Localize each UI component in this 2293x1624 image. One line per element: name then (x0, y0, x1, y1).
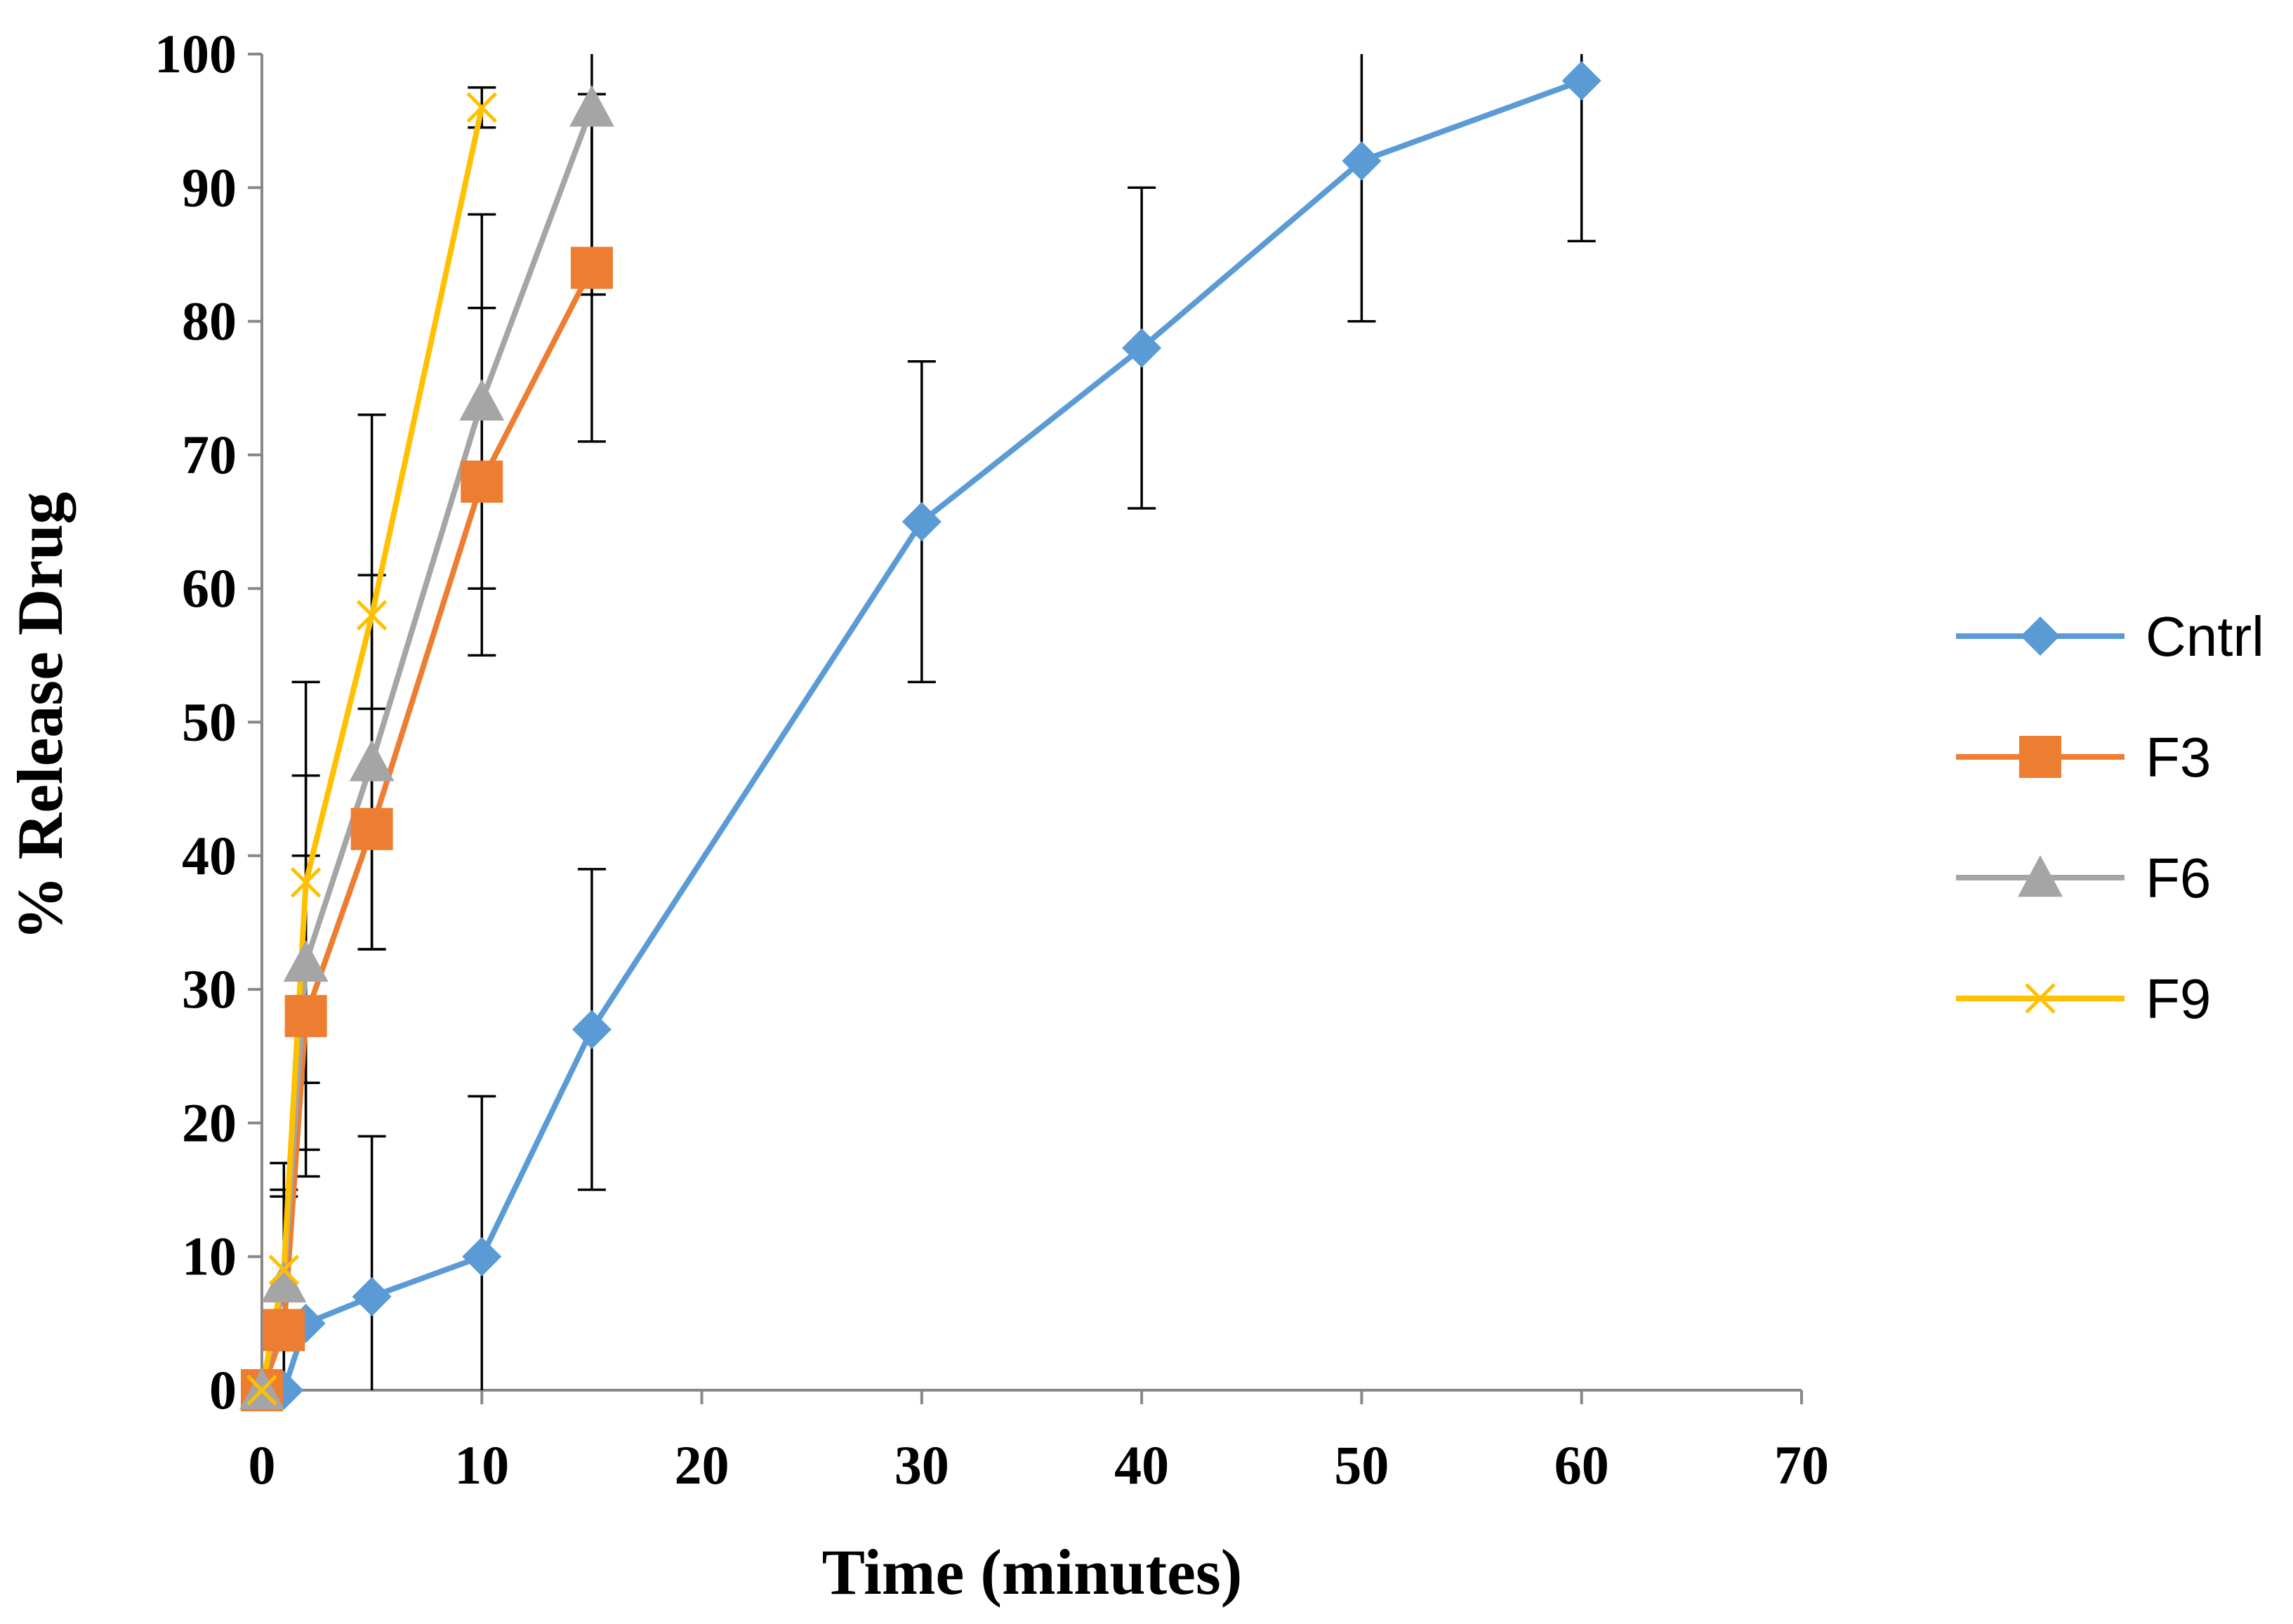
series-lines (259, 78, 1583, 1393)
data-point-cntrl (571, 1010, 612, 1050)
legend-item-f3: F3 (1956, 726, 2211, 788)
data-point-f3 (284, 995, 327, 1038)
data-point-f3 (263, 1309, 305, 1352)
x-axis-title: Time (minutes) (822, 1536, 1243, 1608)
data-point-f9 (268, 1254, 300, 1286)
series-line-cntrl (262, 78, 1583, 1393)
x-tick-label: 20 (675, 1434, 729, 1496)
error-bars (270, 54, 1596, 1390)
x-tick-label: 30 (894, 1434, 949, 1496)
legend-label: F6 (2146, 847, 2211, 909)
x-marker-stroke (356, 600, 388, 631)
data-point-f3 (350, 807, 393, 850)
x-tick-label: 70 (1774, 1434, 1829, 1496)
data-point-f9 (246, 1375, 277, 1406)
y-axis-title: % Release Drug (4, 492, 76, 941)
x-tick-label: 40 (1114, 1434, 1169, 1496)
legend-item-cntrl: Cntrl (1956, 605, 2264, 668)
y-tick-label: 30 (182, 958, 237, 1019)
data-point-cntrl (1342, 141, 1382, 181)
y-tick-label: 80 (182, 291, 237, 352)
y-tick-label: 90 (182, 157, 237, 218)
x-tick-label: 50 (1334, 1434, 1389, 1496)
data-point-f6 (569, 85, 614, 127)
data-point-f6 (261, 1260, 307, 1302)
y-tick-label: 100 (154, 23, 237, 84)
data-point-f9 (356, 600, 388, 631)
x-tick-label: 10 (454, 1434, 509, 1496)
x-marker-stroke (466, 92, 498, 123)
data-point-f6 (349, 739, 395, 781)
data-point-cntrl (352, 1276, 392, 1316)
data-point-f9 (466, 92, 498, 123)
axes: 0 10 20 30 40 50 60 70 80 90 100 0 10 20 30 40 50 60 70 (154, 23, 1829, 1496)
data-point-f6 (459, 378, 505, 421)
x-marker-stroke (2025, 983, 2056, 1014)
data-point-f9 (290, 867, 322, 898)
legend-item-f6: F6 (1956, 847, 2211, 909)
y-tick-label: 0 (209, 1359, 237, 1420)
series-line-f6 (259, 106, 595, 1391)
series-markers (239, 61, 1601, 1411)
legend-marker (2019, 736, 2061, 778)
x-marker-stroke (246, 1375, 277, 1406)
legend-label: F9 (2146, 968, 2211, 1030)
data-point-cntrl (462, 1236, 502, 1276)
y-tick-label: 40 (182, 825, 237, 886)
y-tick-label: 70 (182, 424, 237, 485)
data-point-f6 (283, 940, 329, 982)
data-point-f3 (461, 460, 503, 503)
series-line-f3 (259, 266, 595, 1392)
legend-marker (2025, 983, 2056, 1014)
legend-marker (2018, 855, 2063, 897)
x-tick-label: 0 (249, 1434, 276, 1496)
legend-label: F3 (2146, 726, 2211, 788)
x-marker-stroke (268, 1254, 300, 1286)
data-point-cntrl (1561, 61, 1601, 101)
y-tick-label: 50 (182, 692, 237, 753)
legend-item-f9: F9 (1956, 968, 2211, 1030)
legend-marker (2021, 616, 2060, 656)
data-point-cntrl (901, 502, 941, 542)
data-point-cntrl (1122, 328, 1162, 368)
y-tick-label: 60 (182, 557, 237, 619)
y-tick-label: 20 (182, 1092, 237, 1153)
legend: Cntrl F3 F6 F9 (1956, 605, 2264, 1030)
x-tick-label: 60 (1554, 1434, 1609, 1496)
x-marker-stroke (290, 867, 322, 898)
legend-label: Cntrl (2146, 605, 2264, 668)
data-point-f3 (570, 246, 613, 289)
y-tick-label: 10 (182, 1226, 237, 1287)
